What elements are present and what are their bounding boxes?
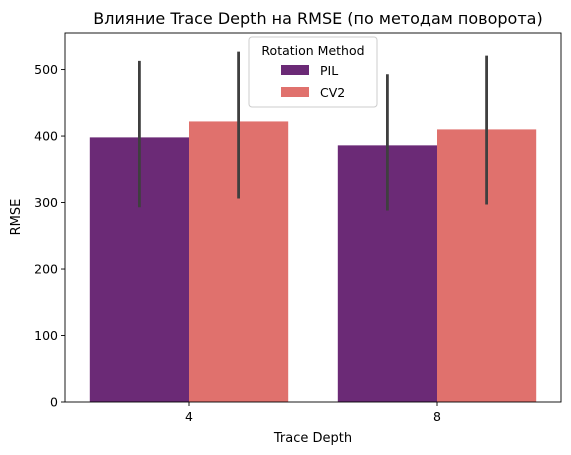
x-tick-label: 4	[185, 409, 193, 424]
y-tick-label: 500	[34, 62, 58, 77]
legend-swatch-pil	[281, 65, 309, 75]
y-tick-label: 100	[34, 328, 58, 343]
chart-title: Влияние Trace Depth на RMSE (по методам …	[93, 9, 542, 28]
y-axis-label: RMSE	[9, 199, 24, 236]
plot-area	[89, 51, 537, 403]
x-axis-label: Trace Depth	[273, 431, 352, 446]
legend-title: Rotation Method	[261, 43, 364, 58]
legend-label-cv2: CV2	[320, 85, 345, 100]
y-tick-label: 400	[34, 129, 58, 144]
legend-swatch-cv2	[281, 87, 309, 97]
y-tick-label: 300	[34, 195, 58, 210]
x-tick-label: 8	[433, 409, 441, 424]
y-tick-label: 0	[50, 395, 58, 410]
y-axis: 0 100 200 300 400 500	[34, 62, 65, 410]
plot-frame	[64, 32, 562, 403]
legend: Rotation Method PIL CV2	[248, 36, 378, 108]
y-tick-label: 200	[34, 262, 58, 277]
legend-label-pil: PIL	[320, 63, 338, 78]
